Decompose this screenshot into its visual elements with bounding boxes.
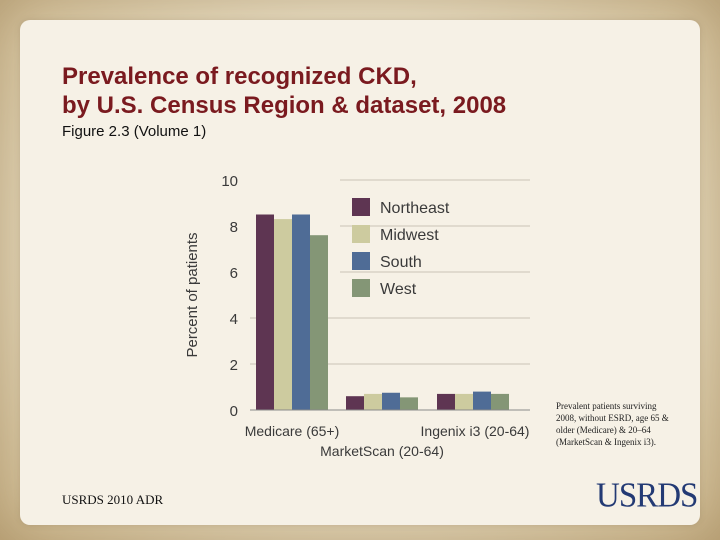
footnote: Prevalent patients surviving 2008, witho… [556,401,669,447]
bar [292,214,310,410]
bar [346,396,364,410]
y-tick-label: 2 [230,357,238,374]
bar [400,397,418,410]
y-tick-label: 10 [221,173,238,190]
slide-title-line-1: Prevalence of recognized CKD, [62,63,417,90]
y-tick-label: 4 [230,311,238,328]
legend-swatch [352,225,370,243]
legend-swatch [352,252,370,270]
figure-caption: Figure 2.3 (Volume 1) [62,123,207,140]
y-tick-label: 0 [230,403,238,420]
footer-source: USRDS 2010 ADR [62,492,164,507]
legend-swatch [352,279,370,297]
bar [274,219,292,410]
bar [382,392,400,410]
bar [310,235,328,410]
legend-label: Midwest [380,227,439,244]
bar [473,391,491,410]
legend-label: West [380,281,417,298]
bar [491,393,509,410]
bar [455,393,473,410]
x-tick-label: Ingenix i3 (20-64) [421,423,530,439]
usrds-logo: USRDS [596,477,698,515]
bar [437,393,455,410]
y-axis-label: Percent of patients [184,232,201,357]
x-tick-label: MarketScan (20-64) [320,443,444,459]
legend-label: South [380,254,422,271]
legend-swatch [352,198,370,216]
bar [256,214,274,410]
y-tick-label: 6 [230,265,238,282]
bar-chart: 0 2 4 6 8 10 Percent of patients Medicare (65+)… [184,173,530,459]
slide-title-line-2: by U.S. Census Region & dataset, 2008 [62,92,507,119]
slide-title: Prevalence of recognized CKD, by U.S. Ce… [62,62,662,120]
x-tick-label: Medicare (65+) [245,423,340,439]
y-tick-label: 8 [230,219,238,236]
bar [364,393,382,410]
legend-label: Northeast [380,200,450,217]
